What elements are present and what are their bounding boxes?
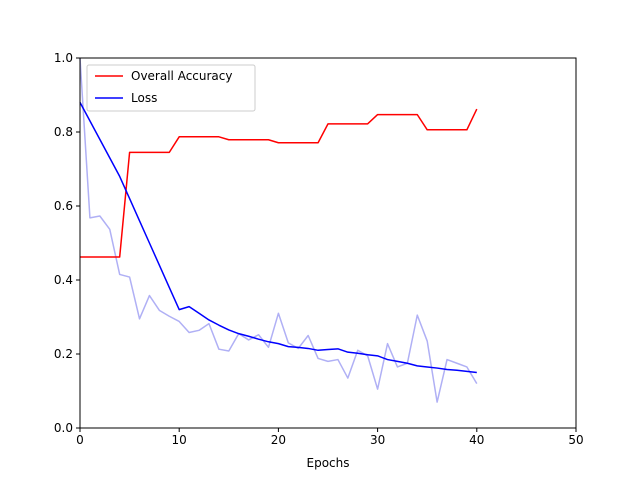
legend: Overall Accuracy Loss bbox=[86, 64, 256, 112]
x-tick-label: 10 bbox=[172, 433, 187, 447]
x-tick-label: 40 bbox=[469, 433, 484, 447]
y-tick-label: 0.2 bbox=[54, 347, 73, 361]
accuracy-line bbox=[80, 108, 478, 258]
loss-line bbox=[79, 102, 477, 374]
y-tick-label: 0.0 bbox=[54, 421, 73, 435]
legend-label: Loss bbox=[131, 91, 157, 105]
y-tick-label: 0.4 bbox=[54, 273, 73, 287]
x-tick-label: 0 bbox=[76, 433, 84, 447]
y-tick-label: 0.8 bbox=[54, 125, 73, 139]
x-tick-label: 50 bbox=[568, 433, 583, 447]
legend-box bbox=[86, 64, 256, 112]
ticks-layer: 0 10 20 30 40 50 0.0 0.2 0.4 0.6 0.8 1.0 bbox=[54, 51, 584, 447]
legend-label: Overall Accuracy bbox=[131, 69, 232, 83]
axes-frame bbox=[79, 57, 577, 429]
x-tick-label: 20 bbox=[271, 433, 286, 447]
y-tick-label: 1.0 bbox=[54, 51, 73, 65]
x-tick-label: 30 bbox=[370, 433, 385, 447]
y-tick-label: 0.6 bbox=[54, 199, 73, 213]
x-axis-label: Epochs bbox=[307, 456, 350, 470]
raw-loss-line bbox=[79, 57, 478, 403]
series-layer bbox=[79, 57, 478, 403]
